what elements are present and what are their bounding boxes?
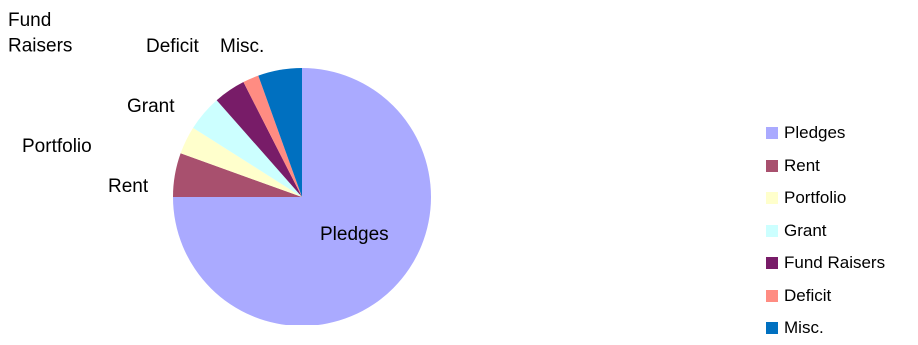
legend-swatch — [766, 159, 778, 172]
legend-swatch — [766, 224, 778, 237]
legend-item-grant: Grant — [766, 215, 918, 248]
pie-slice-misc — [258, 68, 302, 197]
legend-swatch — [766, 257, 778, 270]
slice-label-deficit: Deficit — [146, 36, 200, 57]
legend-label: Deficit — [784, 285, 832, 305]
slice-label-fund-raisers: Fund Raisers — [8, 10, 72, 57]
slice-labels: Pledges Rent Portfolio Grant Fund Raisers Defi… — [8, 10, 389, 245]
legend-label: Portfolio — [784, 188, 847, 208]
legend: Pledges Rent Portfolio Grant Fund Raisers Def… — [766, 117, 918, 345]
slice-label-misc: Misc. — [220, 36, 264, 57]
legend-label: Grant — [784, 220, 827, 240]
pie-slices — [173, 68, 431, 325]
pie-slice-rent — [173, 153, 302, 197]
slice-label-portfolio: Portfolio — [22, 136, 92, 157]
legend-swatch — [766, 127, 778, 140]
legend-swatch — [766, 289, 778, 302]
pie-slice-fund-raisers — [216, 82, 302, 197]
legend-item-fund-raisers: Fund Raisers — [766, 247, 918, 280]
legend-item-pledges: Pledges — [766, 117, 918, 150]
slice-label-pledges: Pledges — [320, 224, 389, 245]
legend-swatch — [766, 322, 778, 335]
legend-item-deficit: Deficit — [766, 280, 918, 313]
slice-label-grant: Grant — [127, 96, 175, 117]
slice-label-rent: Rent — [108, 176, 149, 197]
legend-label: Fund Raisers — [784, 253, 886, 273]
legend-swatch — [766, 192, 778, 205]
pie-slice-portfolio — [180, 127, 302, 197]
legend-label: Misc. — [784, 318, 824, 338]
legend-item-portfolio: Portfolio — [766, 182, 918, 215]
pie-slice-deficit — [243, 75, 302, 197]
pie-slice-grant — [193, 100, 302, 197]
legend-item-misc: Misc. — [766, 312, 918, 345]
legend-item-rent: Rent — [766, 150, 918, 183]
pie-slice-pledges — [173, 68, 431, 325]
legend-label: Pledges — [784, 123, 846, 143]
pie-chart: Pledges Rent Portfolio Grant Fund Raisers Defi… — [8, 10, 431, 325]
legend-label: Rent — [784, 155, 820, 175]
